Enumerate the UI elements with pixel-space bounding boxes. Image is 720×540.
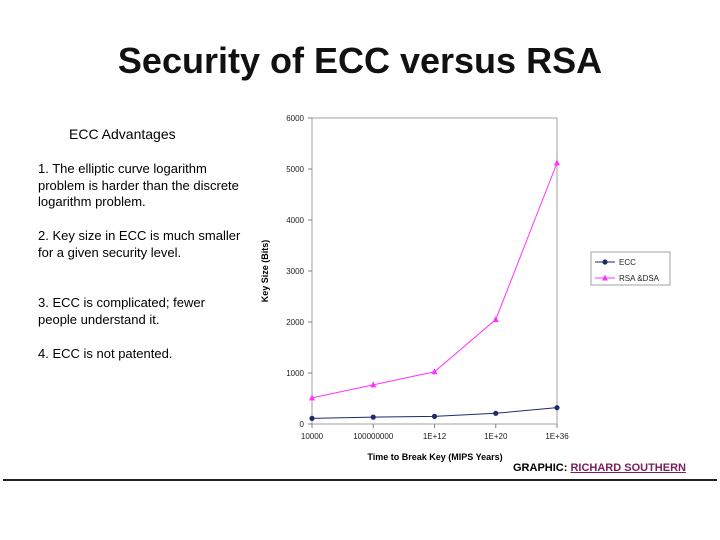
advantage-item-3: 3. ECC is complicated; fewer people unde… xyxy=(38,295,205,327)
x-axis-label: Time to Break Key (MIPS Years) xyxy=(367,452,502,462)
y-axis: 0 1000 2000 3000 4000 5000 6000 xyxy=(286,114,312,429)
footer-divider xyxy=(3,479,717,481)
data-point-rsa-dsa xyxy=(492,316,499,323)
legend-marker-ecc xyxy=(602,259,608,265)
plot-area xyxy=(311,117,558,425)
x-tick-label: 1E+20 xyxy=(484,432,508,441)
y-tick-label: 6000 xyxy=(286,114,304,123)
x-axis: 10000 100000000 1E+12 1E+20 1E+36 xyxy=(301,424,569,441)
key-size-chart: 0 1000 2000 3000 4000 5000 6000 10000 100000000… xyxy=(260,114,671,462)
data-point-ecc xyxy=(370,414,376,420)
data-point-ecc xyxy=(309,415,315,421)
x-tick-label: 1E+12 xyxy=(423,432,447,441)
advantage-item-1: 1. The elliptic curve logarithm problem … xyxy=(38,161,239,209)
data-point-ecc xyxy=(554,405,560,411)
credit-author-link[interactable]: RICHARD SOUTHERN xyxy=(570,462,686,474)
graphic-credit: GRAPHIC: RICHARD SOUTHERN xyxy=(513,462,686,474)
series-layer xyxy=(309,159,560,421)
advantages-heading: ECC Advantages xyxy=(69,126,176,142)
x-tick-label: 100000000 xyxy=(353,432,394,441)
data-point-rsa-dsa xyxy=(370,381,377,388)
credit-prefix: GRAPHIC: xyxy=(513,462,571,474)
y-tick-label: 5000 xyxy=(286,165,304,174)
legend-marker-rsa-dsa xyxy=(602,274,608,281)
data-point-ecc xyxy=(431,413,438,419)
y-tick-label: 2000 xyxy=(286,318,304,327)
y-axis-label: Key Size (Bits) xyxy=(260,240,270,303)
y-tick-label: 3000 xyxy=(286,267,304,276)
advantage-item-2: 2. Key size in ECC is much smaller for a… xyxy=(38,228,241,260)
advantage-item-4: 4. ECC is not patented. xyxy=(38,346,173,361)
data-point-rsa-dsa xyxy=(554,159,560,166)
x-tick-label: 10000 xyxy=(301,432,324,441)
x-tick-label: 1E+36 xyxy=(545,432,569,441)
data-point-ecc xyxy=(493,410,499,416)
legend: ECC RSA &DSA xyxy=(590,251,671,286)
data-point-rsa-dsa xyxy=(309,394,315,401)
data-point-rsa-dsa xyxy=(431,368,438,375)
y-tick-label: 1000 xyxy=(286,369,304,378)
legend-label-rsa-dsa: RSA &DSA xyxy=(619,274,660,283)
y-tick-label: 4000 xyxy=(286,216,304,225)
y-tick-label: 0 xyxy=(300,420,305,429)
legend-label-ecc: ECC xyxy=(619,258,636,267)
slide-title: Security of ECC versus RSA xyxy=(117,40,603,81)
